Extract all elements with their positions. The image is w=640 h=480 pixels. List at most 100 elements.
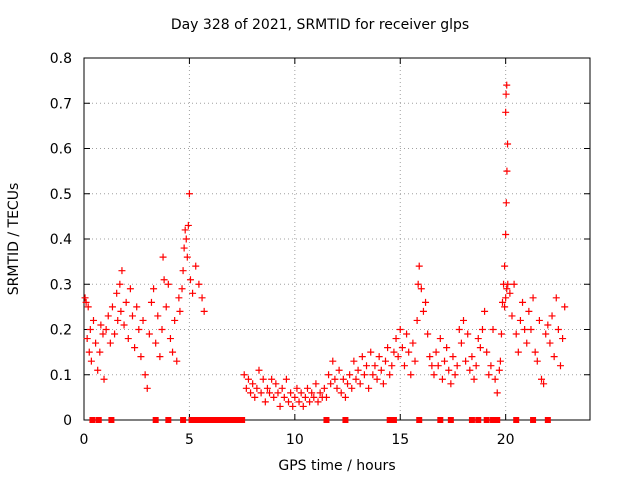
data-point (183, 253, 191, 261)
data-point (310, 393, 318, 401)
zero-marker (222, 417, 229, 423)
zero-marker (201, 417, 208, 423)
data-point (186, 276, 194, 284)
data-point (270, 393, 278, 401)
data-point (192, 262, 200, 270)
x-axis-label: GPS time / hours (278, 458, 395, 474)
data-point (87, 357, 95, 365)
data-point (525, 307, 533, 315)
data-point (556, 362, 564, 370)
data-point (384, 344, 392, 352)
data-point (108, 303, 116, 311)
data-point (316, 389, 324, 397)
data-point (413, 316, 421, 324)
data-point (263, 384, 271, 392)
data-point (83, 335, 91, 343)
data-point (358, 353, 366, 361)
data-point (171, 316, 179, 324)
data-point (506, 289, 514, 297)
data-point (200, 307, 208, 315)
data-point (512, 330, 520, 338)
data-point (297, 389, 305, 397)
zero-marker (483, 417, 490, 423)
y-tick-label: 0.7 (50, 96, 72, 112)
data-point (251, 393, 259, 401)
data-point (100, 375, 108, 383)
data-point (180, 244, 188, 252)
data-point (259, 375, 267, 383)
data-point (472, 362, 480, 370)
zero-marker (205, 417, 212, 423)
data-point (375, 353, 383, 361)
data-point (356, 380, 364, 388)
data-point (415, 262, 423, 270)
x-tick-label: 5 (185, 432, 194, 448)
data-point (344, 380, 352, 388)
data-point (470, 375, 478, 383)
data-point (139, 316, 147, 324)
data-point (257, 389, 265, 397)
data-point (181, 226, 189, 234)
data-point (426, 353, 434, 361)
data-point (550, 353, 558, 361)
data-point (122, 298, 130, 306)
data-point (419, 307, 427, 315)
data-point (268, 375, 276, 383)
data-point (485, 371, 493, 379)
data-point (542, 330, 550, 338)
data-point (150, 285, 158, 293)
data-point (322, 393, 330, 401)
data-point (502, 230, 510, 238)
data-point (487, 362, 495, 370)
data-point (287, 389, 295, 397)
y-tick-label: 0.3 (50, 277, 72, 293)
data-point (495, 366, 503, 374)
data-point (432, 348, 440, 356)
zero-marker (213, 417, 220, 423)
zero-marker (209, 417, 216, 423)
data-point (516, 316, 524, 324)
data-point (293, 384, 301, 392)
data-point (175, 294, 183, 302)
data-point (242, 384, 250, 392)
data-point (548, 312, 556, 320)
data-point (198, 294, 206, 302)
data-point (141, 371, 149, 379)
data-point (306, 398, 314, 406)
zero-marker (192, 417, 199, 423)
y-tick-label: 0 (63, 413, 72, 429)
data-point (152, 339, 160, 347)
data-point (365, 384, 373, 392)
data-point (434, 362, 442, 370)
zero-marker (89, 417, 96, 423)
x-tick-label: 0 (80, 432, 89, 448)
data-point (468, 353, 476, 361)
data-point (303, 384, 311, 392)
data-point (493, 389, 501, 397)
data-point (409, 339, 417, 347)
x-tick-label: 20 (497, 432, 515, 448)
data-point (390, 348, 398, 356)
data-point (131, 344, 139, 352)
data-point (189, 289, 197, 297)
data-point (111, 330, 119, 338)
data-point (447, 380, 455, 388)
data-point (154, 312, 162, 320)
data-point (124, 335, 132, 343)
data-point (244, 375, 252, 383)
data-point (289, 402, 297, 410)
data-point (295, 398, 303, 406)
data-point (529, 294, 537, 302)
data-point (94, 366, 102, 374)
data-point (514, 348, 522, 356)
data-point (561, 303, 569, 311)
data-point (540, 380, 548, 388)
data-point (554, 326, 562, 333)
data-point (166, 335, 174, 343)
data-point (89, 316, 97, 324)
data-point (474, 335, 482, 343)
data-point (489, 326, 497, 333)
data-point (363, 362, 371, 370)
chart-title: Day 328 of 2021, SRMTID for receiver glp… (170, 17, 470, 33)
data-point (314, 398, 322, 406)
